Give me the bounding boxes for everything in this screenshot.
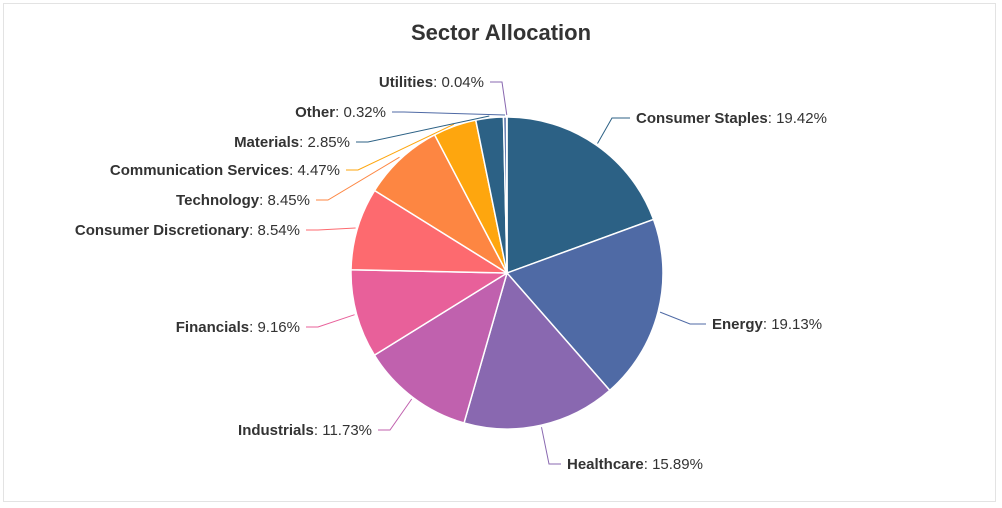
data-label-name: Utilities [379, 74, 433, 91]
data-label-technology: Technology: 8.45% [176, 192, 310, 209]
slice-labels: Consumer Staples: 19.42% Energy: 19.13% He… [75, 74, 827, 473]
pie-slice-financials[interactable] [350, 269, 508, 356]
data-label-name: Consumer Discretionary [75, 222, 250, 239]
pie-slice-industrials[interactable] [373, 272, 508, 424]
data-label-name: Technology [176, 192, 260, 209]
data-label-value: 4.47% [297, 162, 340, 179]
connector-healthcare [541, 427, 561, 465]
data-label-energy: Energy: 19.13% [712, 316, 822, 333]
data-label-materials: Materials: 2.85% [234, 134, 350, 151]
data-label-separator: : [314, 422, 322, 439]
connector-communication-services [346, 123, 455, 171]
connector-energy [659, 311, 706, 325]
chart-title: Sector Allocation [411, 20, 591, 45]
data-label-separator: : [768, 110, 776, 127]
data-label-name: Energy [712, 316, 764, 333]
data-label-value: 2.85% [307, 134, 350, 151]
data-label-healthcare: Healthcare: 15.89% [567, 456, 703, 473]
data-label-name: Communication Services [110, 162, 289, 179]
connector-industrials [378, 398, 413, 431]
data-label-separator: : [289, 162, 297, 179]
data-label-separator: : [249, 319, 257, 336]
data-label-value: 0.32% [343, 104, 386, 121]
data-label-name: Financials [176, 319, 249, 336]
connector-consumer-discretionary [306, 227, 356, 231]
data-label-industrials: Industrials: 11.73% [238, 422, 372, 439]
data-label-financials: Financials: 9.16% [176, 319, 300, 336]
data-label-name: Healthcare [567, 456, 644, 473]
label-connectors [306, 81, 706, 465]
data-label-value: 8.54% [257, 222, 300, 239]
data-label-separator: : [763, 316, 771, 333]
data-label-name: Other [295, 104, 335, 121]
pie-slices [350, 116, 664, 430]
data-label-separator: : [299, 134, 307, 151]
data-label-value: 19.42% [776, 110, 827, 127]
data-label-separator: : [644, 456, 652, 473]
data-label-value: 19.13% [771, 316, 822, 333]
data-label-name: Consumer Staples [636, 110, 768, 127]
data-label-utilities: Utilities: 0.04% [379, 74, 484, 91]
data-label-separator: : [433, 74, 441, 91]
data-label-separator: : [249, 222, 257, 239]
data-label-value: 11.73% [322, 422, 372, 439]
connector-utilities [490, 81, 508, 116]
data-label-value: 15.89% [652, 456, 703, 473]
connector-consumer-staples [597, 117, 630, 144]
data-label-consumer-discretionary: Consumer Discretionary: 8.54% [75, 222, 300, 239]
data-label-consumer-staples: Consumer Staples: 19.42% [636, 110, 827, 127]
pie-slice-consumer-staples[interactable] [506, 116, 655, 274]
data-label-name: Industrials [238, 422, 314, 439]
connector-financials [306, 314, 355, 328]
data-label-other: Other: 0.32% [295, 104, 386, 121]
data-label-value: 0.04% [441, 74, 484, 91]
pie-slice-consumer-discretionary[interactable] [350, 189, 508, 274]
pie-slice-healthcare[interactable] [463, 272, 611, 430]
data-label-separator: : [335, 104, 343, 121]
connector-materials [356, 115, 490, 143]
data-label-value: 9.16% [257, 319, 300, 336]
connector-technology [316, 156, 400, 201]
connector-other [392, 111, 506, 116]
data-label-communication-services: Communication Services: 4.47% [110, 162, 340, 179]
data-label-separator: : [259, 192, 267, 209]
data-label-value: 8.45% [267, 192, 310, 209]
pie-slice-energy[interactable] [506, 218, 664, 392]
data-label-name: Materials [234, 134, 299, 151]
